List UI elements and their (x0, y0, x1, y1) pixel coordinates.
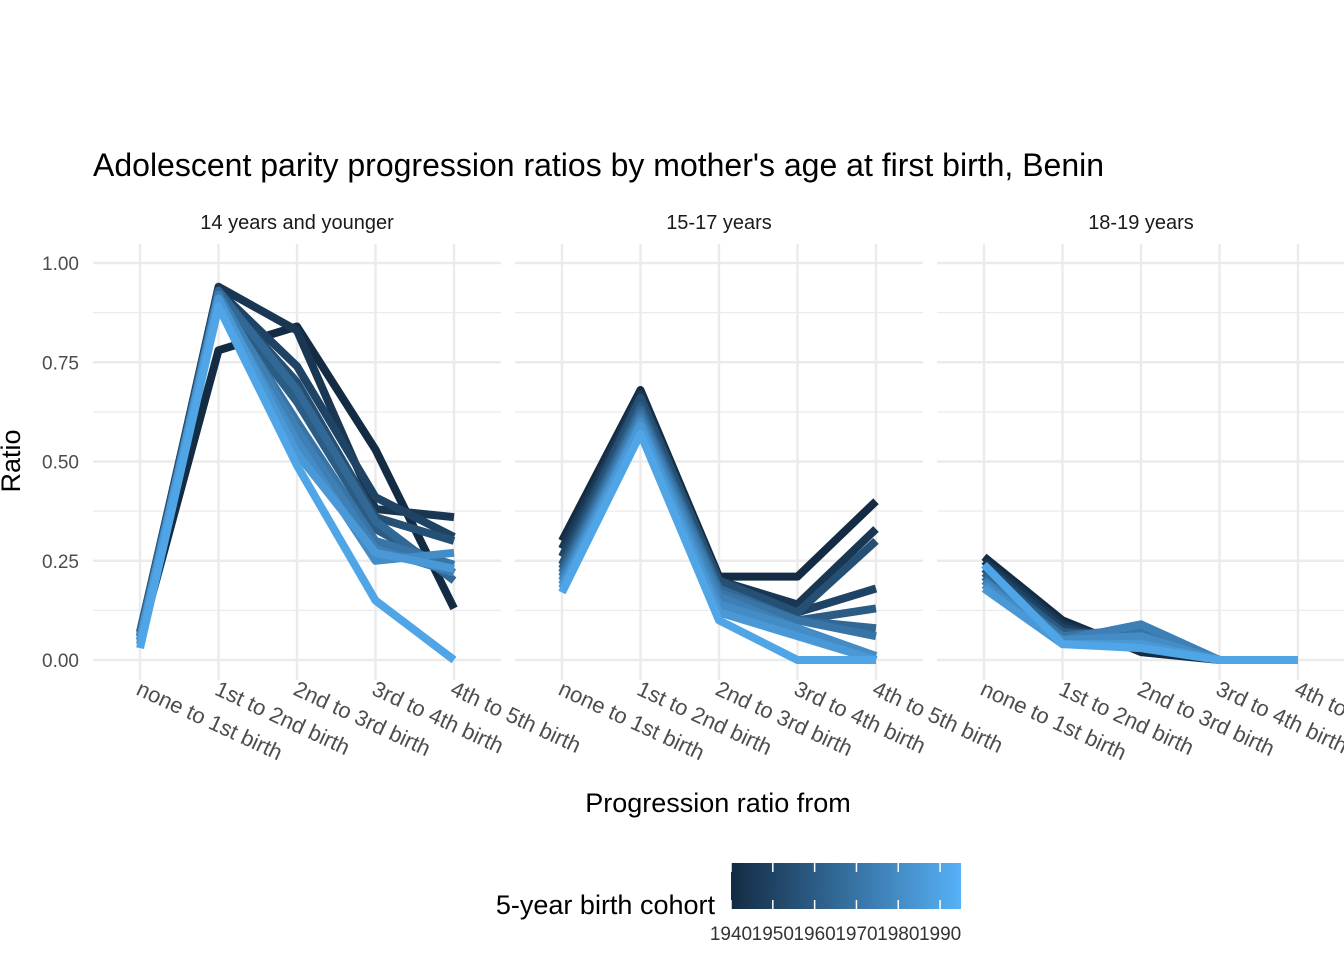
facet-strip-label: 14 years and younger (200, 212, 394, 234)
legend-colorbar (731, 863, 961, 909)
gridlines (937, 244, 1344, 680)
series-lines (136, 282, 458, 664)
legend-tick-label: 1950 (752, 924, 794, 945)
series-lines (558, 386, 879, 664)
series-line (136, 302, 457, 664)
legend-tick-label: 1970 (835, 924, 877, 945)
legend-title: 5-year birth cohort (496, 890, 716, 920)
legend-ticks: 1940 1950 1960 1970 1980 1990 (710, 863, 961, 945)
legend-tick-label: 1980 (877, 924, 919, 945)
series-lines (981, 553, 1298, 664)
y-axis: 0.00 0.25 0.50 0.75 1.00 (42, 254, 79, 672)
series-line (558, 429, 876, 664)
facet-strip-label: 15-17 years (666, 212, 772, 234)
facet-strip-label: 18-19 years (1088, 212, 1194, 234)
series-line (981, 561, 1298, 664)
facet-panels: 14 years and younger none to 1st birth1st… (93, 212, 1344, 765)
x-axis-label: Progression ratio from (585, 788, 851, 818)
legend: 5-year birth cohort 1940 1950 1960 1970 1980… (496, 863, 961, 945)
y-tick-label: 0.25 (42, 552, 79, 573)
facet-panel: 14 years and younger none to 1st birth1st… (93, 212, 585, 765)
chart-title: Adolescent parity progression ratios by … (93, 147, 1104, 183)
legend-tick-label: 1990 (919, 924, 961, 945)
y-tick-label: 0.75 (42, 353, 79, 374)
y-tick-label: 1.00 (42, 254, 79, 275)
y-tick-label: 0.50 (42, 453, 79, 474)
y-tick-label: 0.00 (42, 651, 79, 672)
y-axis-label: Ratio (0, 429, 26, 492)
legend-tick-label: 1960 (793, 924, 835, 945)
legend-tick-label: 1940 (710, 924, 752, 945)
